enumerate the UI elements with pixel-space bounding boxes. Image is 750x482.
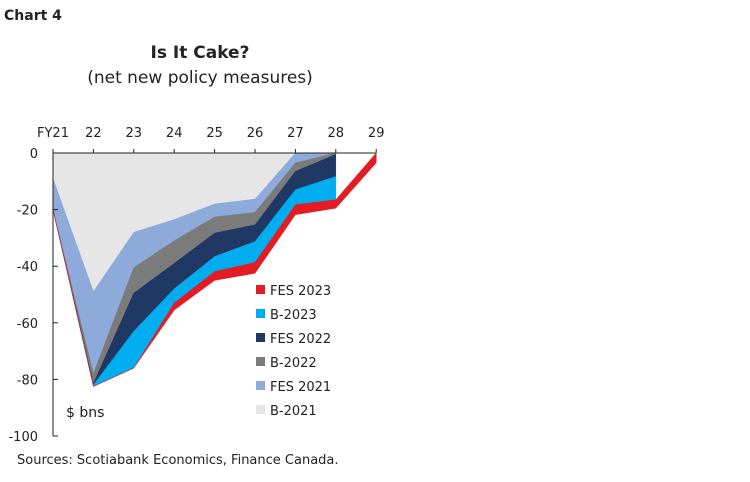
unit-label: $ bns [66, 405, 105, 421]
y-tick-label: -80 [17, 373, 38, 388]
y-tick-label: -20 [17, 204, 38, 219]
chart-title: Is It Cake? [150, 43, 250, 63]
x-tick-label: 29 [368, 126, 385, 141]
y-tick-label: -100 [8, 430, 38, 445]
y-tick-label: -40 [17, 260, 38, 275]
area-fes-2023 [52, 152, 377, 387]
legend-label: FES 2022 [270, 332, 331, 347]
x-tick-label: 24 [166, 126, 183, 141]
legend-label: B-2022 [270, 356, 317, 371]
legend-label: FES 2023 [270, 284, 331, 299]
chart-subtitle: (net new policy measures) [87, 68, 313, 88]
legend-swatch [256, 357, 265, 366]
x-tick-label: 27 [287, 126, 304, 141]
chart-number-label: Chart 4 [4, 8, 62, 24]
x-tick-label: 22 [85, 126, 102, 141]
legend-swatch [256, 381, 265, 390]
x-tick-label: 25 [206, 126, 223, 141]
x-tick-label: 26 [247, 126, 264, 141]
legend-swatch [256, 333, 265, 342]
legend-label: B-2023 [270, 308, 317, 323]
y-tick-label: -60 [17, 317, 38, 332]
x-tick-label: FY21 [37, 126, 69, 141]
legend-swatch [256, 285, 265, 294]
legend-swatch [256, 405, 265, 414]
legend-label: B-2021 [270, 404, 317, 419]
sources-note: Sources: Scotiabank Economics, Finance C… [17, 453, 339, 468]
legend-label: FES 2021 [270, 380, 331, 395]
legend-swatch [256, 309, 265, 318]
x-tick-label: 28 [328, 126, 345, 141]
y-tick-label: 0 [30, 147, 38, 162]
x-tick-label: 23 [126, 126, 143, 141]
